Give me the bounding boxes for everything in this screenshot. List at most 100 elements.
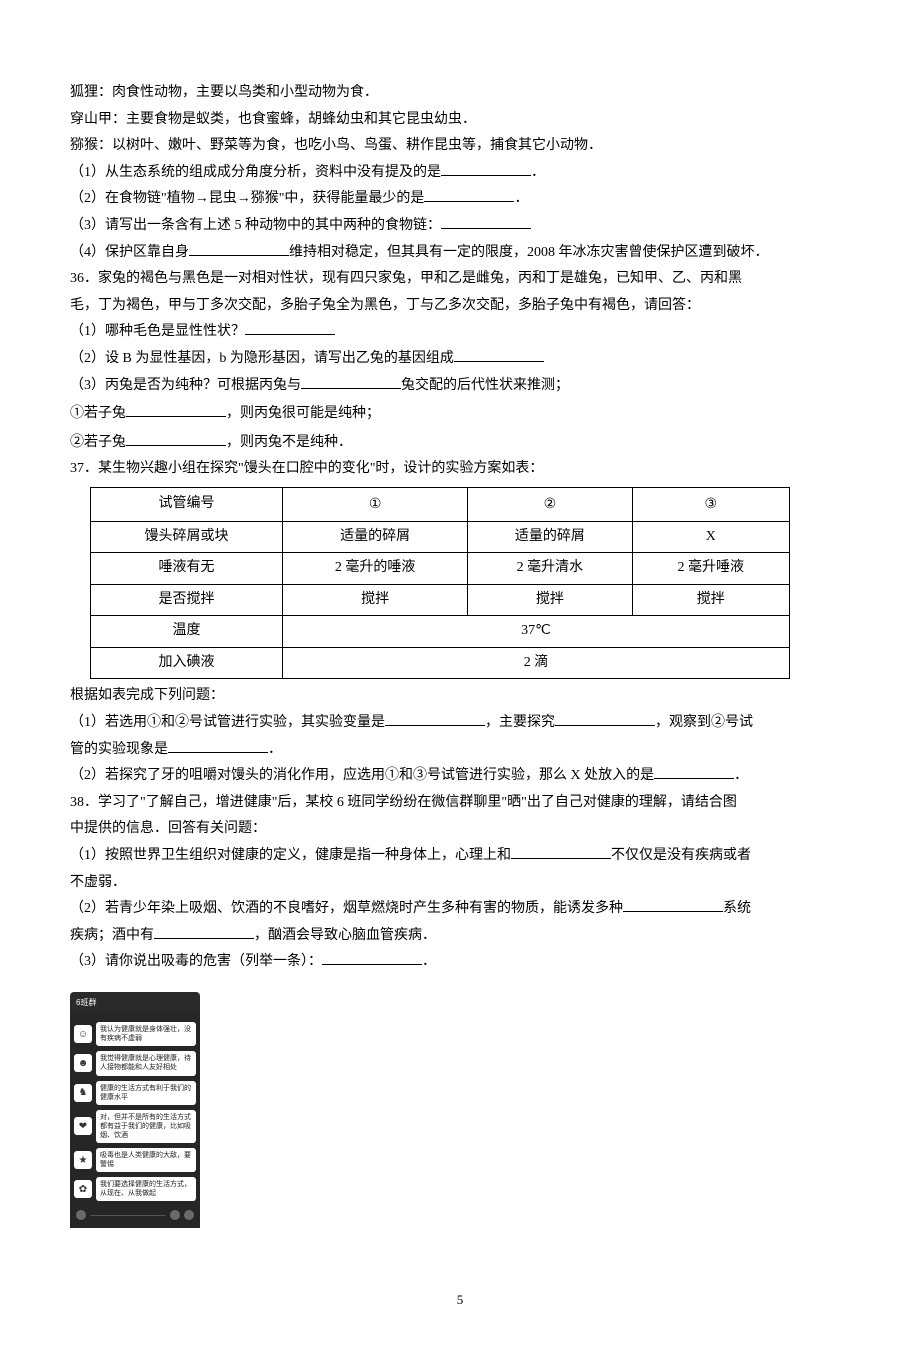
chat-row: ☺ 我认为健康就是身体强壮，没有疾病不虚弱 <box>74 1022 196 1046</box>
q-text: 维持相对稳定，但其具有一定的限度，2008 年冰冻灾害曾使保护区遭到破坏． <box>289 245 769 260</box>
question-line: 根据如表完成下列问题： <box>70 683 850 710</box>
question-line: ①若子兔 ，则丙兔很可能是纯种； <box>70 399 850 428</box>
table-row: 温度 37℃ <box>91 616 790 648</box>
chat-row: ✿ 我们要选择健康的生活方式，从现在、从我做起 <box>74 1177 196 1201</box>
chat-footer <box>74 1206 196 1220</box>
q-text: ，则丙兔不是纯种． <box>226 435 352 450</box>
question-line: （4）保护区靠自身 维持相对稳定，但其具有一定的限度，2008 年冰冻灾害曾使保护… <box>70 240 850 267</box>
question-line: （2）若青少年染上吸烟、饮酒的不良嗜好，烟草燃烧时产生多种有害的物质，能诱发多种… <box>70 896 850 923</box>
input-line <box>90 1215 166 1216</box>
table-cell: 适量的碎屑 <box>468 521 632 553</box>
table-cell: 加入碘液 <box>91 647 283 679</box>
question-line: （2）设 B 为显性基因，b 为隐形基因，请写出乙兔的基因组成 <box>70 346 850 373</box>
q-text: （3）丙兔是否为纯种？可根据丙兔与 <box>70 378 301 393</box>
table-header: 试管编号 <box>91 487 283 521</box>
text-line: 猕猴：以树叶、嫩叶、野菜等为食，也吃小鸟、鸟蛋、耕作昆虫等，捕食其它小动物． <box>70 133 850 160</box>
question-line: 38．学习了"了解自己，增进健康"后，某校 6 班同学纷纷在微信群聊里"晒"出了… <box>70 790 850 817</box>
question-line: 36．家兔的褐色与黑色是一对相对性状，现有四只家兔，甲和乙是雌兔，丙和丁是雄兔，… <box>70 266 850 293</box>
chat-bubble: 我们要选择健康的生活方式，从现在、从我做起 <box>96 1177 196 1201</box>
blank <box>654 764 734 779</box>
table-cell: 搅拌 <box>632 584 789 616</box>
blank <box>385 711 485 726</box>
blank <box>168 738 268 753</box>
chat-bubble: 健康的生活方式有利于我们的健康水平 <box>96 1081 196 1105</box>
q-text: （1）若选用①和②号试管进行实验，其实验变量是 <box>70 715 385 730</box>
table-cell: 温度 <box>91 616 283 648</box>
table-cell: 是否搅拌 <box>91 584 283 616</box>
table-row: 试管编号 ① ② ③ <box>91 487 790 521</box>
table-cell: 搅拌 <box>283 584 468 616</box>
blank <box>126 402 226 417</box>
blank <box>454 347 544 362</box>
question-line: 疾病；酒中有 ，酗酒会导致心脑血管疾病． <box>70 923 850 950</box>
chat-row: ★ 吸毒也是人类健康的大敌，要警惕 <box>74 1148 196 1172</box>
blank <box>555 711 655 726</box>
emoji-icon <box>76 1210 86 1220</box>
q-text: （3）请写出一条含有上述 5 种动物中的其中两种的食物链： <box>70 218 441 233</box>
blank <box>322 950 422 965</box>
question-line: （1）从生态系统的组成成分角度分析，资料中没有提及的是． <box>70 160 850 187</box>
avatar-icon: ☻ <box>74 1054 92 1072</box>
q-text: ，酗酒会导致心脑血管疾病． <box>254 928 436 943</box>
chat-bubble: 我认为健康就是身体强壮，没有疾病不虚弱 <box>96 1022 196 1046</box>
avatar-icon: ★ <box>74 1151 92 1169</box>
chat-title: 6班群 <box>76 998 96 1007</box>
chat-bubble: 我觉得健康就是心理健康，待人接物都能和人友好相处 <box>96 1051 196 1075</box>
question-line: （3）请你说出吸毒的危害（列举一条）：． <box>70 949 850 976</box>
q-text: 管的实验现象是 <box>70 742 168 757</box>
q-text: （1）哪种毛色是显性性状？ <box>70 324 245 339</box>
avatar-icon: ♞ <box>74 1084 92 1102</box>
question-line: （3）丙兔是否为纯种？可根据丙兔与 兔交配的后代性状来推测； <box>70 373 850 400</box>
avatar-icon: ❤ <box>74 1117 92 1135</box>
table-cell: 2 滴 <box>283 647 790 679</box>
q-text: （2）在食物链"植物→昆虫→猕猴"中，获得能量最少的是 <box>70 191 424 206</box>
q-text: 疾病；酒中有 <box>70 928 154 943</box>
page-number: 5 <box>70 1288 850 1313</box>
blank <box>441 214 531 229</box>
blank <box>189 241 289 256</box>
chat-row: ☻ 我觉得健康就是心理健康，待人接物都能和人友好相处 <box>74 1051 196 1075</box>
table-cell: 2 毫升唾液 <box>632 553 789 585</box>
avatar-icon: ☺ <box>74 1025 92 1043</box>
wechat-group-figure: 6班群 ☺ 我认为健康就是身体强壮，没有疾病不虚弱 ☻ 我觉得健康就是心理健康，… <box>70 992 200 1228</box>
q-text: ，观察到②号试 <box>655 715 753 730</box>
table-row: 馒头碎屑或块 适量的碎屑 适量的碎屑 X <box>91 521 790 553</box>
blank <box>623 897 723 912</box>
blank <box>126 431 226 446</box>
q-text: ． <box>734 768 748 783</box>
question-line: 中提供的信息．回答有关问题： <box>70 816 850 843</box>
q-text: （1）从生态系统的组成成分角度分析，资料中没有提及的是 <box>70 165 441 180</box>
chat-header: 6班群 <box>70 992 200 1013</box>
question-line: 管的实验现象是． <box>70 737 850 764</box>
plus-icon <box>170 1210 180 1220</box>
q-text: （2）设 B 为显性基因，b 为隐形基因，请写出乙兔的基因组成 <box>70 351 454 366</box>
question-line: （2）若探究了牙的咀嚼对馒头的消化作用，应选用①和③号试管进行实验，那么 X 处… <box>70 763 850 790</box>
question-line: 37．某生物兴趣小组在探究"馒头在口腔中的变化"时，设计的实验方案如表： <box>70 456 850 483</box>
text-line: 穿山甲：主要食物是蚁类，也食蜜蜂，胡蜂幼虫和其它昆虫幼虫． <box>70 107 850 134</box>
q-text: （3）请你说出吸毒的危害（列举一条）： <box>70 954 322 969</box>
table-cell: 搅拌 <box>468 584 632 616</box>
q-text: （2）若青少年染上吸烟、饮酒的不良嗜好，烟草燃烧时产生多种有害的物质，能诱发多种 <box>70 901 623 916</box>
q-text: 兔交配的后代性状来推测； <box>401 378 569 393</box>
table-row: 加入碘液 2 滴 <box>91 647 790 679</box>
chat-bubble: 吸毒也是人类健康的大敌，要警惕 <box>96 1148 196 1172</box>
experiment-table: 试管编号 ① ② ③ 馒头碎屑或块 适量的碎屑 适量的碎屑 X 唾液有无 2 毫… <box>90 487 790 680</box>
voice-icon <box>184 1210 194 1220</box>
avatar-icon: ✿ <box>74 1180 92 1198</box>
q-text: 不仅仅是没有疾病或者 <box>611 848 751 863</box>
q-text: ，主要探究 <box>485 715 555 730</box>
text-line: 狐狸：肉食性动物，主要以鸟类和小型动物为食． <box>70 80 850 107</box>
table-header: ③ <box>632 487 789 521</box>
question-line: （1）按照世界卫生组织对健康的定义，健康是指一种身体上，心理上和不仅仅是没有疾病… <box>70 843 850 870</box>
table-header: ① <box>283 487 468 521</box>
blank <box>301 374 401 389</box>
q-text: ②若子兔 <box>70 428 126 455</box>
table-cell: X <box>632 521 789 553</box>
question-line: （2）在食物链"植物→昆虫→猕猴"中，获得能量最少的是． <box>70 186 850 213</box>
q-text: ，则丙兔很可能是纯种； <box>226 406 380 421</box>
table-cell: 2 毫升清水 <box>468 553 632 585</box>
q-text: ①若子兔 <box>70 399 126 426</box>
q-text: （4）保护区靠自身 <box>70 245 189 260</box>
table-cell: 2 毫升的唾液 <box>283 553 468 585</box>
table-cell: 馒头碎屑或块 <box>91 521 283 553</box>
